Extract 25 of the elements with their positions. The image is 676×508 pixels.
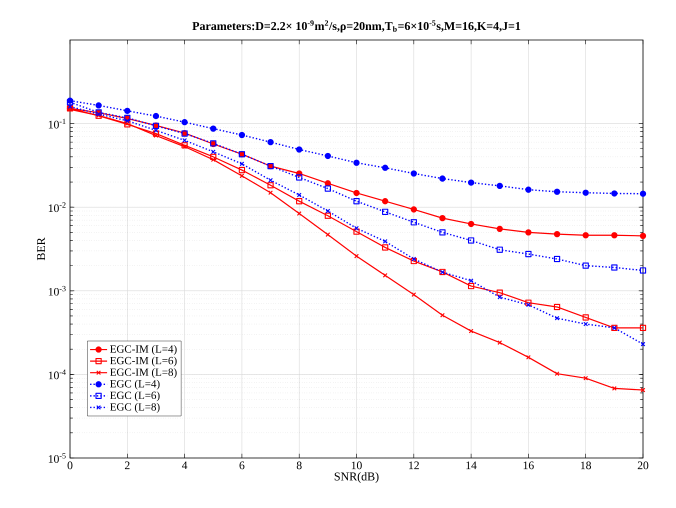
x-tick-label: 8 — [296, 462, 302, 470]
y-tick-label: 10$^{-5}$ — [48, 453, 66, 463]
legend-label: EGC-IM (L=8) — [110, 368, 177, 378]
legend-label: EGC-IM (L=6) — [110, 356, 177, 367]
x-tick-label: 10 — [352, 462, 362, 470]
y-tick-label: 10$^{-1}$ — [48, 118, 66, 128]
x-tick-label: 18 — [580, 462, 592, 470]
legend-label: EGC (L=8) — [110, 402, 160, 413]
x-axis-title: SNR(dB) — [334, 472, 379, 483]
x-tick-label: 0 — [68, 462, 72, 470]
chart-title: Parameters:D=2.2× 10$^{-9}$m$^{2}$/s,ρ=20nm,T$_{b}$=6×10$^{-5}$s,M=16,K=4,J=1 — [192, 20, 520, 32]
legend-label: EGC (L=4) — [110, 380, 160, 390]
y-tick-label: 10$^{-2}$ — [48, 202, 66, 212]
legend-label: EGC-IM (L=4) — [110, 345, 177, 355]
x-tick-label: 20 — [638, 462, 648, 470]
x-tick-label: 4 — [182, 462, 188, 470]
legend-label: EGC (L=6) — [110, 391, 160, 402]
y-tick-label: 10$^{-4}$ — [48, 370, 66, 380]
x-tick-label: 14 — [466, 462, 477, 470]
x-tick-label: 2 — [124, 462, 130, 470]
x-tick-label: 16 — [524, 462, 534, 470]
y-tick-label: 10$^{-3}$ — [48, 286, 66, 296]
x-tick-label: 12 — [409, 462, 419, 470]
x-tick-label: 6 — [240, 462, 244, 470]
y-axis-title: BER — [37, 237, 46, 260]
